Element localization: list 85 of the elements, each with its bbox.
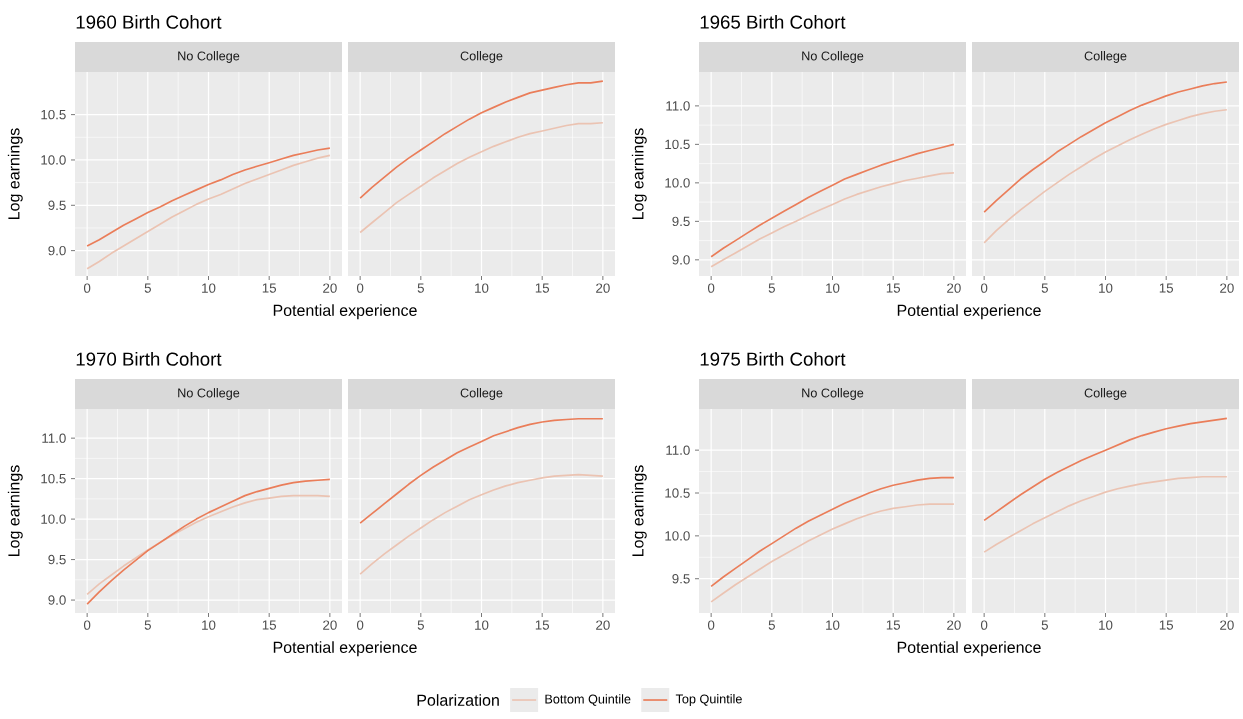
x-axis-title: Potential experience <box>897 304 1041 320</box>
x-tick-label: 15 <box>886 620 901 630</box>
x-tick-label: 20 <box>596 620 610 630</box>
chart-title: 1975 Birth Cohort <box>700 352 846 366</box>
y-axis-title: Log earnings <box>631 465 647 556</box>
x-axis-title: Potential experience <box>273 304 417 320</box>
x-tick-label: 15 <box>535 283 550 293</box>
y-tick-label: 10.5 <box>665 139 690 150</box>
y-tick-label: 9.5 <box>672 216 690 227</box>
legend-title: Polarization <box>417 694 499 706</box>
x-tick-label: 0 <box>707 620 715 630</box>
line-series <box>710 143 955 258</box>
x-tick-label: 10 <box>1099 620 1113 630</box>
y-axis-title: Log earnings <box>7 465 23 556</box>
x-tick-label: 5 <box>144 620 151 630</box>
x-tick-label: 5 <box>1041 283 1048 293</box>
x-tick-label: 20 <box>1220 620 1234 630</box>
x-tick-label: 10 <box>202 283 216 293</box>
x-axis-title: Potential experience <box>897 641 1041 657</box>
x-tick-label: 10 <box>826 620 840 630</box>
y-tick-label: 11.0 <box>42 433 66 443</box>
chart-subtitle: College <box>460 51 503 63</box>
chart-subtitle: No College <box>178 51 240 63</box>
x-tick-label: 5 <box>417 620 424 630</box>
y-tick-label: 9.5 <box>672 574 690 584</box>
x-axis-title: Potential experience <box>273 641 417 657</box>
x-tick-label: 15 <box>262 283 277 293</box>
x-tick-label: 0 <box>356 283 364 293</box>
y-tick-label: 10.5 <box>665 488 690 498</box>
y-tick-label: 9.0 <box>672 255 690 265</box>
x-tick-label: 0 <box>707 283 715 293</box>
y-tick-label: 10.5 <box>41 473 66 484</box>
y-tick-label: 9.5 <box>48 554 66 565</box>
x-tick-label: 15 <box>262 620 277 630</box>
y-tick-label: 9.0 <box>48 245 66 256</box>
y-tick-label: 9.0 <box>48 595 66 605</box>
y-tick-label: 10.5 <box>41 109 66 120</box>
x-tick-label: 20 <box>1220 283 1234 293</box>
x-tick-label: 5 <box>417 283 424 293</box>
y-tick-label: 10.0 <box>665 531 690 541</box>
x-tick-label: 0 <box>980 283 988 293</box>
x-tick-label: 20 <box>323 283 337 293</box>
line-series <box>86 147 331 247</box>
y-tick-label: 10.0 <box>665 178 690 188</box>
chart-title: 1965 Birth Cohort <box>700 15 846 29</box>
x-tick-label: 5 <box>768 620 775 630</box>
line-series <box>86 154 331 270</box>
x-tick-label: 20 <box>947 620 961 630</box>
y-axis-title: Log earnings <box>7 128 23 219</box>
chart-subtitle: College <box>1084 388 1127 400</box>
x-tick-label: 10 <box>1099 283 1113 293</box>
y-tick-label: 9.5 <box>48 200 66 210</box>
chart-subtitle: No College <box>178 388 240 400</box>
chart-title: 1960 Birth Cohort <box>76 15 222 29</box>
x-tick-label: 5 <box>144 283 151 293</box>
y-tick-label: 10.0 <box>41 514 66 524</box>
line-series <box>710 476 955 588</box>
x-tick-label: 10 <box>475 283 489 293</box>
x-tick-label: 10 <box>826 283 840 293</box>
x-tick-label: 15 <box>1159 620 1174 630</box>
x-tick-label: 10 <box>475 620 489 630</box>
x-tick-label: 15 <box>886 283 901 293</box>
x-tick-label: 0 <box>83 620 91 630</box>
chart-subtitle: No College <box>802 51 864 63</box>
x-tick-label: 20 <box>947 283 961 293</box>
x-tick-label: 5 <box>1041 620 1048 630</box>
y-tick-label: 11.0 <box>666 445 690 455</box>
legend-label: Bottom Quintile <box>545 694 631 706</box>
x-tick-label: 0 <box>356 620 364 630</box>
x-tick-label: 10 <box>202 620 216 630</box>
y-tick-label: 11.0 <box>666 101 690 111</box>
chart-subtitle: College <box>460 388 503 400</box>
x-tick-label: 20 <box>596 283 610 293</box>
y-axis-title: Log earnings <box>631 128 647 219</box>
x-tick-label: 15 <box>1159 283 1174 293</box>
x-tick-label: 0 <box>980 620 988 630</box>
y-tick-label: 10.0 <box>41 155 66 165</box>
x-tick-label: 5 <box>768 283 775 293</box>
x-tick-label: 20 <box>323 620 337 630</box>
chart-title: 1970 Birth Cohort <box>76 352 222 366</box>
x-tick-label: 15 <box>535 620 550 630</box>
x-tick-label: 0 <box>83 283 91 293</box>
chart-subtitle: College <box>1084 51 1127 63</box>
chart-subtitle: No College <box>802 388 864 400</box>
legend-label: Top Quintile <box>675 694 742 706</box>
